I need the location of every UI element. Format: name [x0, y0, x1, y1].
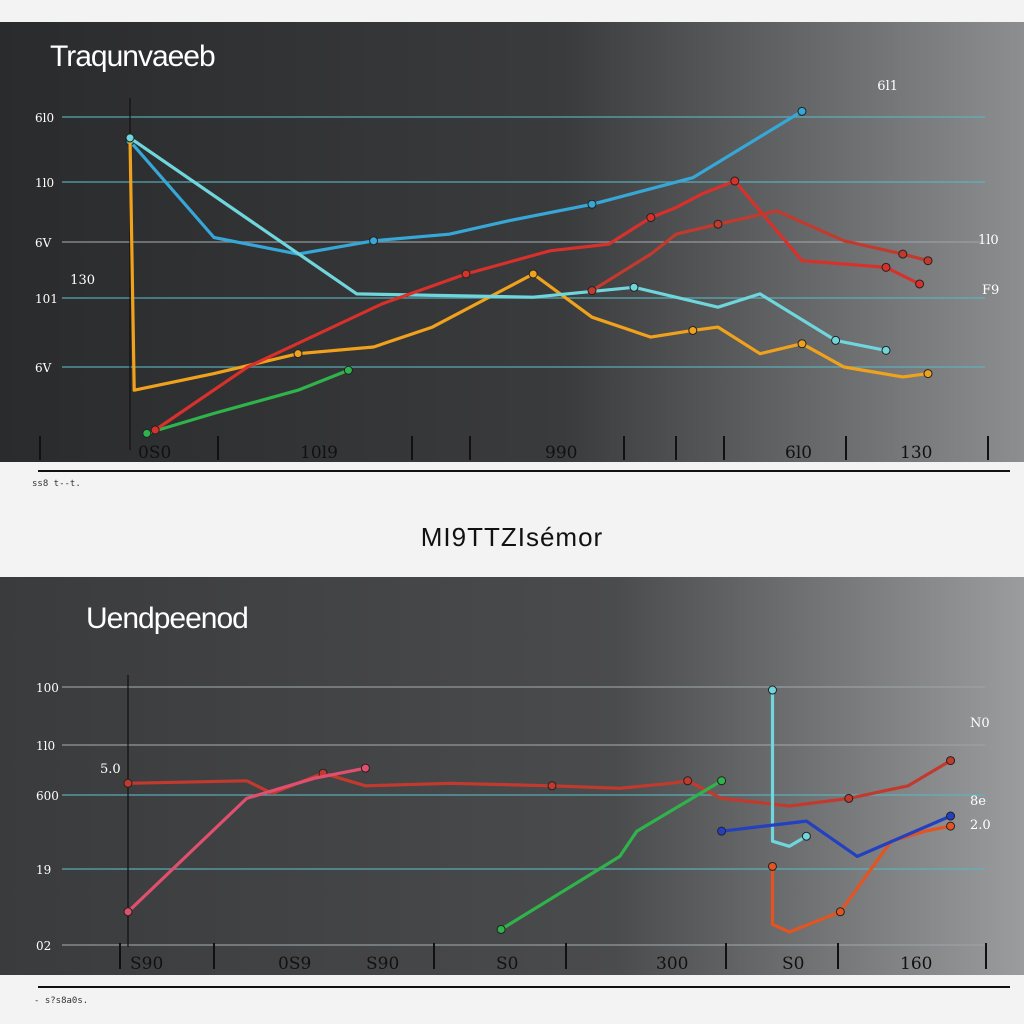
- data-point: [801, 831, 811, 841]
- middle-title: MI9TTZIsémor: [420, 522, 604, 552]
- chart-panel-bottom: 100 1l0 600 19 02 5.0 N0 8e 2.0 S90 0S9 S90 S0 300 S0 1…: [0, 577, 1024, 975]
- series-line: [590, 209, 930, 293]
- axis-rule-top: [38, 470, 1010, 472]
- data-point: [831, 335, 841, 345]
- y-tick-label: 19: [36, 863, 51, 877]
- data-label: 2.0: [970, 818, 991, 833]
- data-point: [767, 685, 777, 695]
- x-tick-label: 990: [545, 443, 577, 462]
- x-tick-label: 0S0: [138, 443, 171, 462]
- y-tick-label: 600: [36, 789, 59, 803]
- data-point: [717, 776, 727, 786]
- data-point: [343, 365, 353, 375]
- data-point: [360, 763, 370, 773]
- data-point: [688, 325, 698, 335]
- x-tick-label: S0: [782, 954, 804, 974]
- data-point: [587, 286, 597, 296]
- y-tick-label: 6V: [35, 236, 52, 250]
- data-point: [587, 199, 597, 209]
- axis-rule-bottom: [38, 986, 1010, 988]
- chart-canvas-top: 6l0 1l0 6V 101 6V 130 6l1 1l0 F9 0S0 10l9 990 6l0 130: [35, 79, 999, 462]
- data-point: [123, 778, 133, 788]
- series-line: [128, 136, 930, 392]
- series-line: [719, 814, 953, 858]
- data-point: [528, 269, 538, 279]
- data-point: [797, 106, 807, 116]
- y-tick-label: 101: [35, 292, 58, 306]
- chart-title-top: Traqunvaeeb: [50, 40, 216, 73]
- series-line: [126, 766, 367, 914]
- data-point: [142, 428, 152, 438]
- series-line: [499, 779, 724, 931]
- data-point: [898, 249, 908, 259]
- data-point: [946, 811, 956, 821]
- data-label: F9: [982, 283, 999, 298]
- series-line: [145, 368, 350, 435]
- data-point: [293, 349, 303, 359]
- data-point: [923, 256, 933, 266]
- x-tick-label: 130: [900, 443, 932, 462]
- data-point: [461, 269, 471, 279]
- y-tick-label: 100: [36, 681, 59, 695]
- data-point: [496, 924, 506, 934]
- data-point: [835, 907, 845, 917]
- data-point: [125, 133, 135, 143]
- series-line: [128, 109, 804, 256]
- data-point: [797, 339, 807, 349]
- data-point: [646, 213, 656, 223]
- x-tick-label: 160: [900, 954, 932, 974]
- data-point: [629, 282, 639, 292]
- data-point: [730, 176, 740, 186]
- x-tick-label: 10l9: [300, 443, 338, 462]
- data-point: [717, 826, 727, 836]
- data-label: 5.0: [100, 762, 121, 777]
- data-point: [844, 793, 854, 803]
- chart-title-bottom: Uendpeenod: [86, 602, 249, 635]
- caption-bottom: - s?s8a0s.: [34, 996, 89, 1006]
- data-label: 8e: [970, 794, 986, 809]
- data-point: [923, 369, 933, 379]
- series-line: [128, 136, 888, 352]
- x-tick-label: 300: [656, 954, 688, 974]
- series-line: [770, 688, 809, 848]
- y-tick-label: 1l0: [36, 739, 55, 753]
- x-tick-label: 0S9: [278, 954, 311, 974]
- data-label: N0: [970, 716, 990, 731]
- data-point: [767, 861, 777, 871]
- data-label: 130: [70, 273, 95, 288]
- data-point: [369, 236, 379, 246]
- x-tick-label: S0: [496, 954, 518, 974]
- series-line: [153, 179, 922, 432]
- data-point: [881, 345, 891, 355]
- data-label: 6l1: [877, 79, 898, 94]
- data-label: 1l0: [978, 233, 999, 248]
- data-point: [683, 776, 693, 786]
- data-point: [881, 262, 891, 272]
- y-tick-label: 02: [36, 939, 51, 953]
- series-line: [126, 759, 953, 808]
- caption-top: ss8 t--t.: [32, 479, 81, 489]
- data-point: [547, 781, 557, 791]
- y-tick-label: 6l0: [35, 111, 54, 125]
- y-tick-label: 6V: [35, 361, 52, 375]
- data-point: [150, 425, 160, 435]
- x-tick-label: S90: [130, 954, 163, 974]
- x-tick-label: 6l0: [785, 443, 812, 462]
- chart-panel-top: 6l0 1l0 6V 101 6V 130 6l1 1l0 F9 0S0 10l9 990 6l0 130…: [0, 22, 1024, 462]
- y-tick-label: 1l0: [35, 176, 54, 190]
- x-tick-label: S90: [366, 954, 399, 974]
- chart-canvas-bottom: 100 1l0 600 19 02 5.0 N0 8e 2.0 S90 0S9 S90 S0 300 S0 1…: [36, 675, 991, 974]
- data-point: [713, 219, 723, 229]
- data-point: [946, 756, 956, 766]
- data-point: [946, 821, 956, 831]
- data-point: [123, 907, 133, 917]
- data-point: [915, 279, 925, 289]
